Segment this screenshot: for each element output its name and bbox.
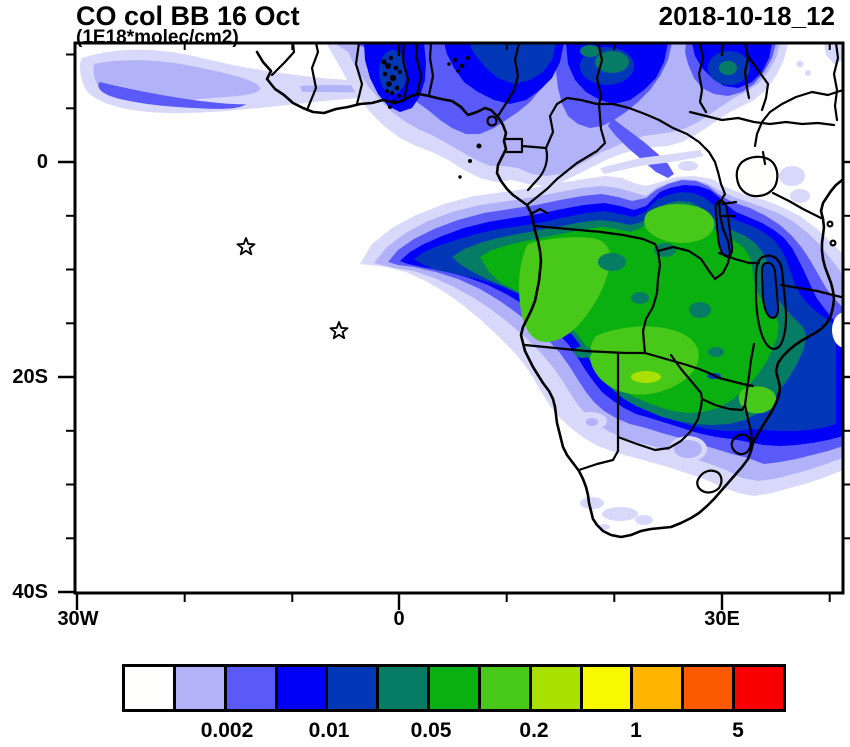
contour-bright-mozambique (738, 386, 777, 414)
timestamp-label: 2018-10-18_12 (658, 1, 835, 31)
star-marker-group (236, 237, 349, 340)
x-axis-label-0: 0 (393, 608, 405, 630)
colorbar-cell (732, 667, 783, 709)
x-axis-label-30w: 30W (57, 608, 99, 630)
contour-cape-patch (635, 515, 653, 525)
star-marker (236, 237, 256, 256)
y-axis-label-40s: 40S (12, 581, 48, 603)
colorbar-cell (630, 667, 682, 709)
island-annobon (458, 175, 462, 179)
colorbar-label: 0.2 (519, 719, 549, 742)
colorbar-cell (528, 667, 580, 709)
colorbar-label: 5 (732, 719, 744, 742)
contour-white-notch (832, 312, 843, 348)
island-principe (476, 143, 482, 149)
colorbar-label: 0.002 (200, 719, 254, 742)
colorbar-label: 1 (630, 719, 642, 742)
island-saotome (468, 159, 472, 163)
page-title: CO col BB 16 Oct (76, 1, 300, 31)
contour-pale-speck (805, 70, 811, 76)
contour-max-spot (631, 371, 661, 383)
contour-teal-car2 (580, 45, 600, 57)
y-axis-label-20s: 20S (12, 366, 48, 388)
colorbar-cell (125, 667, 173, 709)
colorbar-cell (579, 667, 631, 709)
contour-mottle (708, 347, 724, 357)
colorbar-label: 0.05 (410, 719, 452, 742)
contour-bright-tanzania (644, 204, 715, 243)
x-axis-label-30e: 30E (704, 608, 740, 630)
contour-cape-patch (602, 507, 638, 521)
contour-nw-streak-core (98, 82, 246, 109)
contour-gap-blob (678, 161, 698, 171)
contour-pale-speck (796, 60, 804, 68)
colorbar-cell (477, 667, 529, 709)
contour-mottle (598, 253, 626, 271)
lake-malawi (760, 261, 780, 319)
colorbar-cells (122, 664, 786, 712)
contour-gap-streak (600, 150, 704, 174)
colorbar-cell (427, 667, 478, 709)
star-marker (329, 321, 349, 340)
colorbar-cell (325, 667, 377, 709)
contour-teal-car (595, 51, 629, 73)
y-axis-label-0: 0 (36, 151, 48, 173)
island-pemba (826, 220, 834, 228)
country-borders (270, 43, 843, 494)
contour-coastal-pale-1 (779, 166, 805, 186)
contour-mottle (574, 346, 592, 358)
contour-cape-patch (580, 497, 604, 509)
contour-fill-layers (79, 43, 843, 530)
contour-coastal-pale-2 (790, 189, 810, 203)
contour-teal-ne (719, 61, 737, 75)
colorbar-cell (172, 667, 224, 709)
lake-victoria (735, 155, 779, 198)
contour-ne-corner-pale (824, 43, 843, 64)
colorbar-cell (681, 667, 733, 709)
africa-coastline (255, 50, 843, 539)
colorbar-label: 0.01 (308, 719, 350, 742)
colorbar-cell (376, 667, 428, 709)
island-zanzibar (829, 239, 837, 247)
contour-mottle (631, 292, 649, 304)
island-bioko (486, 115, 498, 127)
colorbar-cell (274, 667, 326, 709)
contour-mottle (689, 302, 711, 318)
contour-dark-core-nigeria (470, 43, 556, 84)
contour-sw-offshore-peri (586, 418, 598, 426)
plot-frame (58, 41, 850, 610)
contour-east-coast-peri (674, 440, 702, 458)
colorbar-cell (223, 667, 275, 709)
